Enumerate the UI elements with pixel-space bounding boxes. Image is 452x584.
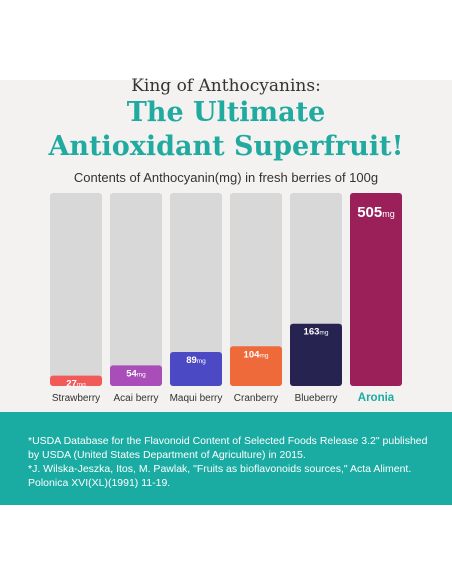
footnotes-section: *USDA Database for the Flavonoid Content…: [0, 412, 452, 505]
bar-track-maqui-berry: [170, 193, 222, 386]
kicker-text: King of Anthocyanins:: [131, 76, 321, 96]
bar-cranberry: [230, 346, 282, 386]
bar-acai-berry: [110, 365, 162, 386]
category-label-aronia: Aronia: [358, 392, 395, 404]
data-label-blueberry: 163mg: [304, 327, 329, 338]
bar-maqui-berry: [170, 351, 222, 386]
data-label-maqui-berry: 89mg: [186, 355, 206, 366]
footnote-usda: *USDA Database for the Flavonoid Content…: [28, 435, 428, 461]
bar-strawberry: [50, 375, 102, 386]
headline-line-1: The Ultimate: [126, 97, 326, 128]
bar-track-cranberry: [230, 193, 282, 386]
headline-line-2: Antioxidant Superfruit!: [48, 131, 404, 162]
data-label-cranberry: 104mg: [244, 349, 269, 360]
data-label-strawberry: 27mg: [66, 379, 86, 390]
bar-chart: 27mg Strawberry 54mg Acai berry 89mg Maqui be…: [50, 193, 402, 404]
bar-blueberry: [290, 323, 342, 386]
category-label-strawberry: Strawberry: [52, 393, 100, 404]
category-label-cranberry: Cranberry: [234, 393, 278, 404]
chart-title: Contents of Anthocyanin(mg) in fresh ber…: [73, 170, 379, 185]
data-label-acai-berry: 54mg: [126, 368, 146, 379]
bar-track-acai-berry: [110, 193, 162, 386]
data-label-aronia: 505mg: [357, 204, 395, 221]
category-label-maqui-berry: Maqui berry: [170, 393, 223, 404]
footnote-wilska: *J. Wilska-Jeszka, Itos, M. Pawlak, "Fru…: [28, 463, 412, 489]
category-label-blueberry: Blueberry: [295, 393, 338, 404]
bar-aronia: [350, 193, 402, 386]
category-label-acai-berry: Acai berry: [113, 393, 158, 404]
bar-track-strawberry: [50, 193, 102, 386]
